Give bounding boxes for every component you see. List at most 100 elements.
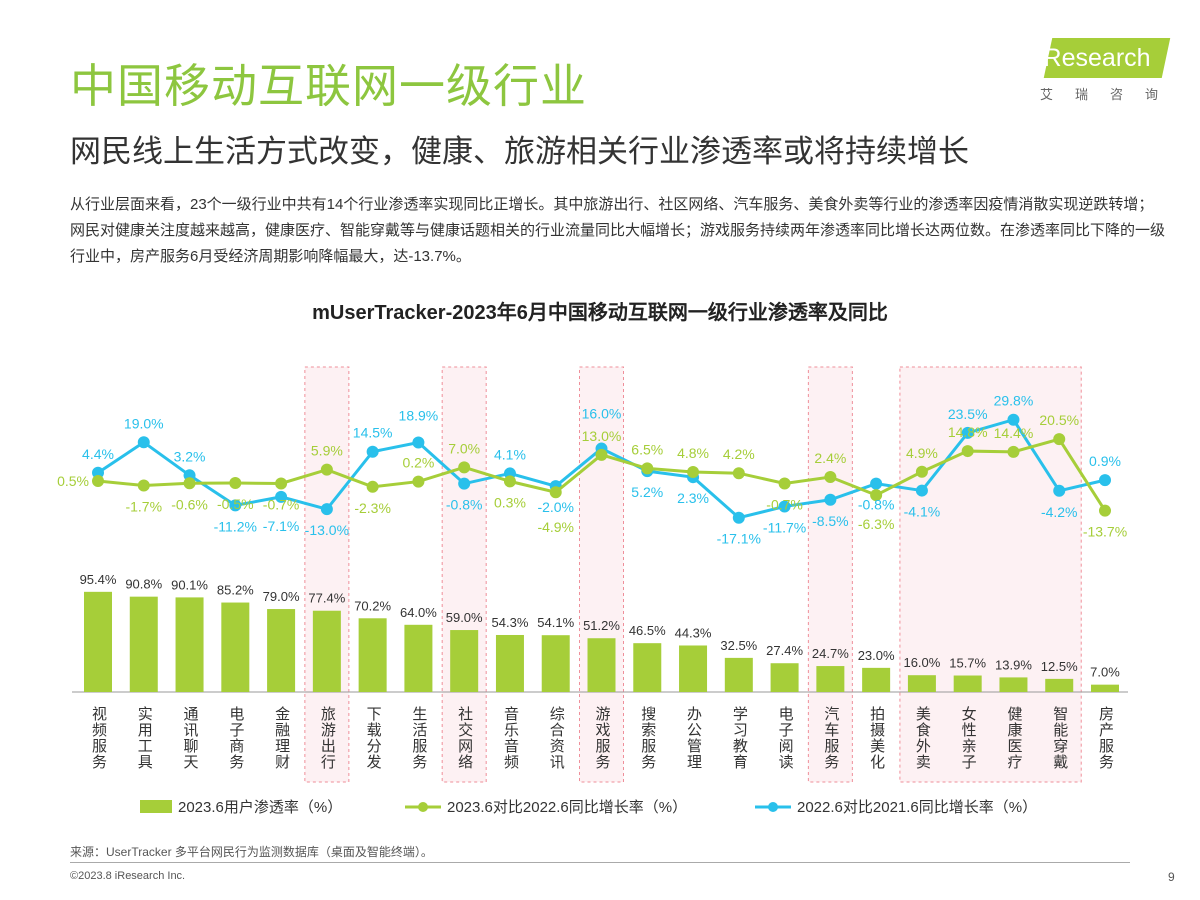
page-subtitle: 网民线上生活方式改变，健康、旅游相关行业渗透率或将持续增长 bbox=[70, 134, 969, 169]
bar bbox=[495, 634, 524, 692]
bar-label: 23.0% bbox=[858, 648, 895, 663]
legend-bar-swatch bbox=[140, 800, 172, 813]
category-label: 综合资讯 bbox=[547, 706, 565, 770]
bar-label: 44.3% bbox=[675, 625, 712, 640]
series-point bbox=[320, 503, 333, 516]
bar bbox=[907, 675, 936, 692]
series-point-label: 2.3% bbox=[677, 490, 709, 506]
highlight-box bbox=[441, 366, 487, 783]
bar bbox=[999, 677, 1028, 692]
series-point bbox=[275, 477, 288, 490]
series-point bbox=[732, 467, 745, 480]
legend-bar: 2023.6用户渗透率（%） bbox=[140, 796, 342, 817]
series-point-label: -4.2% bbox=[1041, 504, 1078, 520]
series-point-label: 6.5% bbox=[631, 441, 663, 457]
series-point-label: -0.6% bbox=[171, 496, 208, 512]
logo-cn: 艾瑞咨询 bbox=[1040, 87, 1181, 102]
bar bbox=[862, 667, 891, 692]
series-point-label: 29.8% bbox=[994, 393, 1034, 409]
series-point-label: 4.1% bbox=[494, 446, 526, 462]
series-point-label: 4.8% bbox=[677, 445, 709, 461]
bar-label: 70.2% bbox=[354, 598, 391, 613]
series-point-label: -0.8% bbox=[446, 497, 483, 513]
bar bbox=[1045, 678, 1074, 692]
series-point-label: -0.7% bbox=[263, 496, 300, 512]
legend-blue-line: 2022.6对比2021.6同比增长率（%） bbox=[755, 796, 1037, 817]
series-point-label: 13.0% bbox=[582, 428, 622, 444]
series-point bbox=[366, 445, 379, 458]
category-label-highlighted: 智能穿戴 bbox=[1051, 706, 1069, 770]
source-note: 来源：UserTracker 多平台网民行为监测数据库（桌面及智能终端）。 bbox=[70, 845, 433, 859]
series-point-label: 23.5% bbox=[948, 406, 988, 422]
series-point-label: 16.0% bbox=[582, 406, 622, 422]
series-point-label: 7.0% bbox=[448, 440, 480, 456]
series-point-label: -2.3% bbox=[354, 500, 391, 516]
bar bbox=[450, 630, 479, 692]
footer-divider bbox=[70, 862, 1130, 863]
series-point-label: -13.7% bbox=[1083, 524, 1127, 540]
bar-label: 85.2% bbox=[217, 583, 254, 598]
series-point bbox=[961, 426, 974, 439]
category-label-highlighted: 汽车服务 bbox=[822, 706, 840, 770]
bar bbox=[633, 643, 662, 692]
series-point bbox=[915, 484, 928, 497]
bar bbox=[816, 666, 845, 692]
bar-label: 12.5% bbox=[1041, 659, 1078, 674]
bar-label: 77.4% bbox=[308, 591, 345, 606]
series-point bbox=[503, 475, 516, 488]
series-point bbox=[778, 477, 791, 490]
logo-text: iResearch bbox=[1038, 44, 1151, 72]
series-point bbox=[1099, 504, 1111, 517]
bar bbox=[129, 596, 158, 692]
bar bbox=[770, 663, 799, 692]
bar bbox=[953, 675, 982, 692]
series-point-label: -13.0% bbox=[305, 522, 349, 538]
page-number: 9 bbox=[1168, 870, 1175, 884]
bar-label: 15.7% bbox=[949, 656, 986, 671]
legend-green-label: 2023.6对比2022.6同比增长率（%） bbox=[447, 799, 688, 816]
bar bbox=[587, 638, 616, 692]
series-point bbox=[870, 477, 883, 490]
legend-green-swatch bbox=[405, 801, 441, 812]
series-point-label: 19.0% bbox=[124, 415, 164, 431]
bar-label: 64.0% bbox=[400, 605, 437, 620]
series-point-label: 14.8% bbox=[948, 424, 988, 440]
series-point bbox=[961, 445, 974, 458]
bar bbox=[84, 591, 112, 692]
bar bbox=[1091, 684, 1119, 692]
series-point-label: 14.5% bbox=[353, 425, 393, 441]
series-point-label: 0.2% bbox=[402, 455, 434, 471]
category-label: 学习教育 bbox=[730, 706, 748, 770]
bar bbox=[312, 610, 341, 692]
bar-label: 79.0% bbox=[263, 589, 300, 604]
series-point bbox=[1053, 433, 1066, 446]
series-point bbox=[229, 477, 242, 490]
chart-title: mUserTracker-2023年6月中国移动互联网一级行业渗透率及同比 bbox=[312, 302, 888, 324]
series-point-label: -11.2% bbox=[214, 518, 257, 534]
bar-label: 54.3% bbox=[492, 615, 529, 630]
series-point-label: -7.1% bbox=[263, 518, 300, 534]
bar-label: 32.5% bbox=[720, 638, 757, 653]
category-label: 生活服务 bbox=[410, 706, 428, 770]
series-point bbox=[366, 480, 379, 493]
series-point bbox=[137, 479, 150, 492]
category-label: 下载分发 bbox=[364, 706, 382, 770]
series-point-label: -17.1% bbox=[717, 531, 761, 547]
bar bbox=[267, 609, 296, 692]
series-point bbox=[595, 448, 608, 461]
series-point-label: 5.2% bbox=[631, 484, 663, 500]
bar-label: 16.0% bbox=[903, 655, 940, 670]
copyright: ©2023.8 iResearch Inc. bbox=[70, 870, 186, 882]
series-point-label: 18.9% bbox=[399, 407, 439, 423]
page-title: 中国移动互联网一级行业 bbox=[70, 60, 587, 112]
legend-blue-label: 2022.6对比2021.6同比增长率（%） bbox=[797, 799, 1038, 816]
series-point bbox=[92, 474, 104, 487]
series-point-label: -4.1% bbox=[904, 504, 941, 520]
category-label: 电子商务 bbox=[227, 706, 245, 770]
series-point-label: 0.9% bbox=[1089, 453, 1121, 469]
series-point-label: -0.5% bbox=[217, 496, 254, 512]
bar-label: 59.0% bbox=[446, 610, 483, 625]
category-label: 办公管理 bbox=[685, 706, 703, 770]
iresearch-logo: iResearch 艾瑞咨询 bbox=[1030, 38, 1180, 108]
series-point bbox=[1007, 445, 1020, 458]
